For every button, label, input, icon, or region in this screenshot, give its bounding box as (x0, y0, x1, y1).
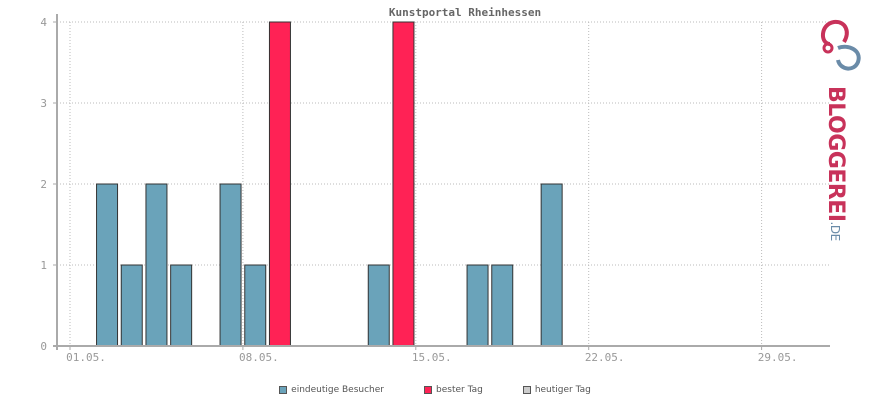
bar-day-7 (219, 183, 242, 347)
x-tick-label-3: 22.05. (585, 351, 625, 364)
legend-swatch-visitors (279, 386, 288, 394)
chart-title: Kunstportal Rheinhessen (389, 6, 541, 19)
axes (53, 14, 830, 350)
bar-day-5 (170, 264, 193, 347)
y-tick-label-3: 3 (40, 97, 47, 110)
x-tick-label-0: 01.05. (66, 351, 106, 364)
grid (57, 21, 830, 346)
legend-label-today: heutiger Tag (534, 385, 591, 395)
y-ticks: 0 1 2 3 4 (40, 16, 57, 353)
bar-day-8 (244, 264, 267, 347)
legend-swatch-today (522, 386, 531, 394)
bar-day-13 (367, 264, 390, 347)
y-tick-label-1: 1 (40, 259, 47, 272)
bar-day-3 (120, 264, 143, 347)
y-tick-label-2: 2 (40, 178, 47, 191)
bar-day-18 (491, 264, 514, 347)
legend-item-visitors: eindeutige Besucher (279, 385, 384, 395)
legend-item-best-day: bester Tag (424, 385, 483, 395)
bar-day-9 (268, 21, 291, 347)
legend-item-today: heutiger Tag (522, 385, 591, 395)
x-tick-label-1: 08.05. (239, 351, 279, 364)
legend-swatch-best-day (424, 386, 432, 394)
bloggerei-logo-icon (821, 19, 861, 71)
bar-day-17 (466, 264, 489, 347)
x-ticks: 01.05. 08.05. 15.05. 22.05. 29.05. (66, 346, 797, 364)
y-tick-label-0: 0 (40, 340, 47, 353)
legend: eindeutige Besucher bester Tag heutiger … (0, 385, 870, 395)
x-tick-label-2: 15.05. (412, 351, 452, 364)
bar-day-2 (96, 183, 119, 347)
bar-day-20 (540, 183, 563, 347)
y-tick-label-4: 4 (40, 16, 47, 29)
x-tick-label-4: 29.05. (758, 351, 798, 364)
legend-label-best-day: bester Tag (436, 385, 483, 395)
bar-day-4 (145, 183, 168, 347)
legend-label-visitors: eindeutige Besucher (291, 385, 384, 395)
bar-day-14 (392, 21, 415, 347)
bloggerei-logo-text: BLOGGEREI.DE (823, 86, 848, 241)
bloggerei-logo: BLOGGEREI.DE (812, 18, 870, 241)
